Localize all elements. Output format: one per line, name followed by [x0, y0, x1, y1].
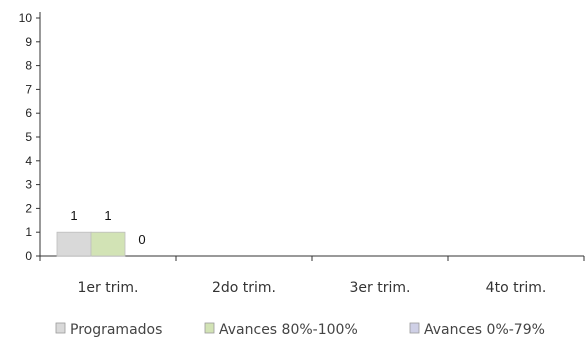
bars: [56, 231, 126, 257]
x-category-label: 2do trim.: [212, 280, 276, 296]
x-category-label: 4to trim.: [486, 280, 547, 296]
legend-swatch: [204, 322, 215, 334]
x-category-label: 3er trim.: [350, 280, 411, 296]
data-label: 0: [138, 232, 145, 247]
axes: [39, 12, 584, 257]
y-tick-label: 1: [25, 225, 32, 239]
y-tick-label: 9: [25, 35, 32, 49]
y-tick-label: 4: [25, 154, 32, 168]
y-tick-label: 2: [25, 201, 32, 215]
legend-swatch: [409, 322, 420, 334]
data-label: 1: [104, 208, 111, 223]
y-tick-label: 3: [25, 178, 32, 192]
y-tick-label: 6: [25, 106, 32, 120]
x-category-label: 1er trim.: [78, 280, 139, 296]
data-labels: 1 1 0: [70, 208, 145, 247]
y-tick-label: 5: [25, 130, 32, 144]
legend: Programados Avances 80%-100% Avances 0%-79…: [55, 322, 545, 338]
y-tick-label: 10: [19, 11, 33, 25]
bar: [90, 231, 126, 257]
legend-label: Programados: [70, 322, 162, 338]
legend-label: Avances 0%-79%: [424, 322, 545, 338]
legend-label: Avances 80%-100%: [219, 322, 358, 338]
y-tick-label: 7: [25, 82, 32, 96]
data-label: 1: [70, 208, 77, 223]
x-axis-ticks: 1er trim. 2do trim. 3er trim. 4to trim.: [39, 256, 585, 296]
legend-swatch: [55, 322, 66, 334]
bar: [56, 231, 92, 257]
y-axis-ticks: 0 1 2 3 4 5 6 7 8 9 10: [19, 11, 40, 263]
y-tick-label: 0: [25, 249, 32, 263]
y-tick-label: 8: [25, 59, 32, 73]
